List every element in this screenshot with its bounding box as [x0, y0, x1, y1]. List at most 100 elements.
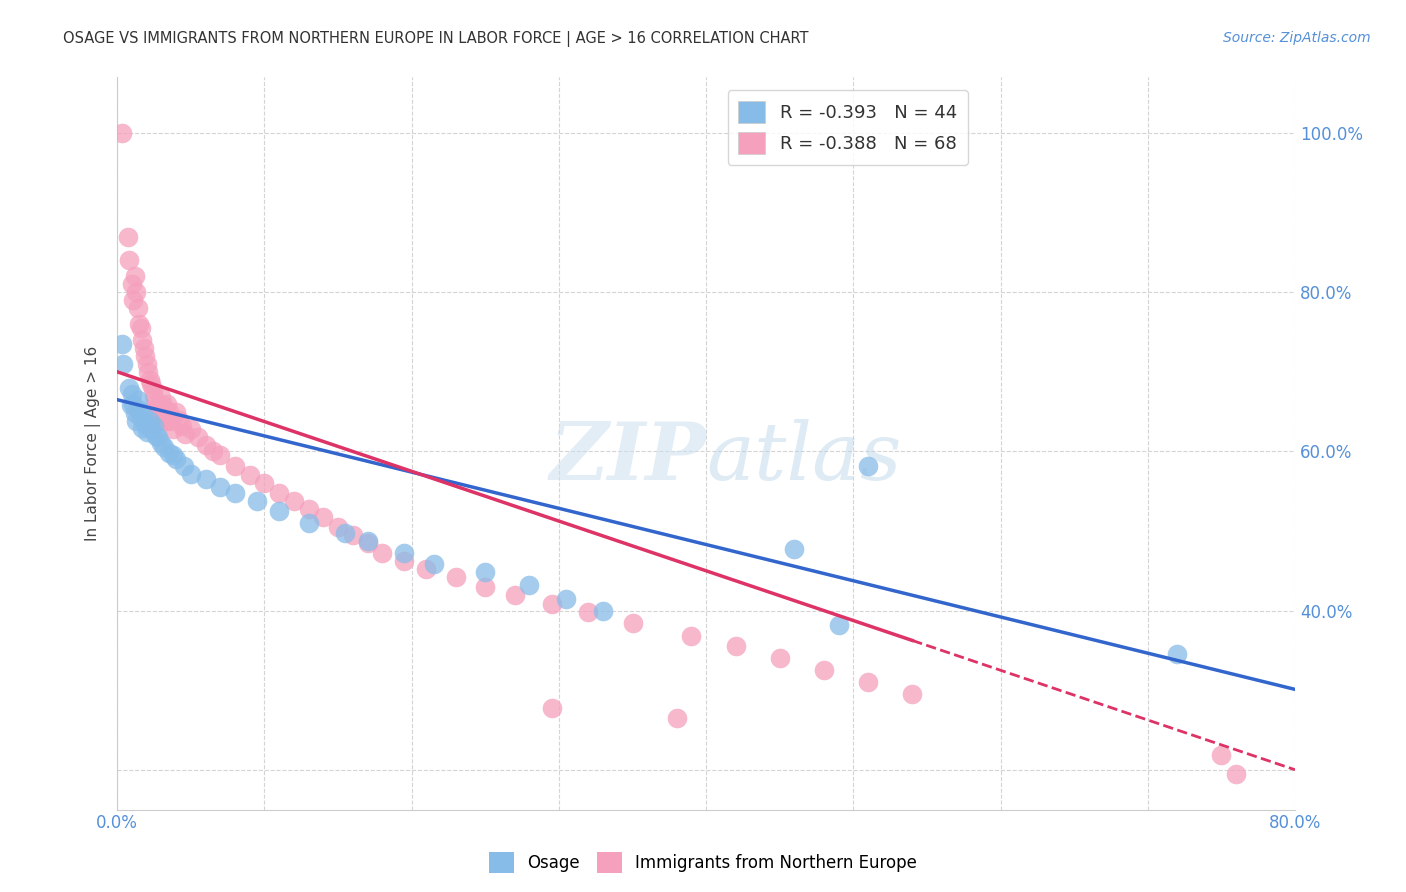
Point — [901, 687, 924, 701]
Point — [153, 406, 176, 420]
Point — [142, 383, 165, 397]
Point — [174, 426, 197, 441]
Point — [665, 711, 688, 725]
Point — [474, 580, 496, 594]
Legend: Osage, Immigrants from Northern Europe: Osage, Immigrants from Northern Europe — [482, 846, 924, 880]
Point — [117, 229, 139, 244]
Point — [371, 546, 394, 560]
Point — [209, 449, 232, 463]
Point — [298, 501, 321, 516]
Point — [148, 406, 170, 420]
Legend: R = -0.393   N = 44, R = -0.388   N = 68: R = -0.393 N = 44, R = -0.388 N = 68 — [727, 90, 967, 165]
Point — [474, 566, 496, 580]
Point — [127, 392, 149, 407]
Point — [503, 588, 526, 602]
Point — [187, 430, 209, 444]
Point — [394, 546, 416, 560]
Point — [783, 541, 806, 556]
Point — [118, 253, 141, 268]
Point — [111, 337, 134, 351]
Point — [131, 420, 153, 434]
Point — [143, 390, 166, 404]
Point — [592, 604, 614, 618]
Point — [135, 357, 157, 371]
Point — [132, 409, 155, 423]
Point — [159, 414, 181, 428]
Point — [129, 411, 152, 425]
Point — [132, 341, 155, 355]
Text: ZIP: ZIP — [550, 419, 706, 497]
Point — [681, 629, 703, 643]
Point — [124, 406, 146, 420]
Point — [167, 412, 190, 426]
Point — [148, 430, 170, 444]
Point — [224, 458, 246, 473]
Point — [162, 422, 184, 436]
Point — [118, 381, 141, 395]
Point — [813, 663, 835, 677]
Point — [134, 349, 156, 363]
Point — [540, 597, 562, 611]
Point — [335, 525, 357, 540]
Y-axis label: In Labor Force | Age > 16: In Labor Force | Age > 16 — [86, 346, 101, 541]
Point — [356, 536, 378, 550]
Point — [555, 591, 578, 606]
Text: Source: ZipAtlas.com: Source: ZipAtlas.com — [1223, 31, 1371, 45]
Point — [143, 419, 166, 434]
Point — [149, 412, 172, 426]
Point — [145, 397, 167, 411]
Point — [146, 401, 169, 415]
Point — [444, 570, 467, 584]
Point — [150, 436, 173, 450]
Point — [165, 452, 187, 467]
Point — [112, 357, 135, 371]
Point — [194, 472, 217, 486]
Point — [856, 675, 879, 690]
Point — [145, 428, 167, 442]
Point — [1225, 766, 1247, 780]
Point — [253, 476, 276, 491]
Point — [150, 390, 173, 404]
Point — [128, 403, 150, 417]
Point — [173, 458, 195, 473]
Point — [621, 615, 644, 630]
Point — [209, 480, 232, 494]
Point — [356, 533, 378, 548]
Point — [342, 528, 364, 542]
Point — [156, 397, 179, 411]
Point — [769, 651, 792, 665]
Point — [139, 376, 162, 391]
Point — [1211, 748, 1233, 763]
Point — [134, 417, 156, 431]
Point — [724, 640, 747, 654]
Point — [194, 438, 217, 452]
Point — [136, 365, 159, 379]
Point — [170, 419, 193, 434]
Point — [283, 493, 305, 508]
Point — [162, 449, 184, 463]
Point — [224, 485, 246, 500]
Point — [153, 441, 176, 455]
Point — [269, 504, 291, 518]
Point — [111, 126, 134, 140]
Point — [201, 444, 224, 458]
Point — [155, 414, 177, 428]
Point — [423, 558, 446, 572]
Point — [157, 405, 180, 419]
Point — [129, 321, 152, 335]
Point — [125, 414, 148, 428]
Point — [394, 554, 416, 568]
Point — [121, 387, 143, 401]
Point — [1166, 648, 1188, 662]
Point — [128, 317, 150, 331]
Point — [122, 397, 145, 411]
Point — [827, 618, 849, 632]
Point — [246, 493, 269, 508]
Point — [131, 333, 153, 347]
Point — [312, 509, 335, 524]
Point — [127, 301, 149, 316]
Point — [122, 293, 145, 308]
Point — [152, 398, 174, 412]
Point — [239, 468, 262, 483]
Point — [139, 422, 162, 436]
